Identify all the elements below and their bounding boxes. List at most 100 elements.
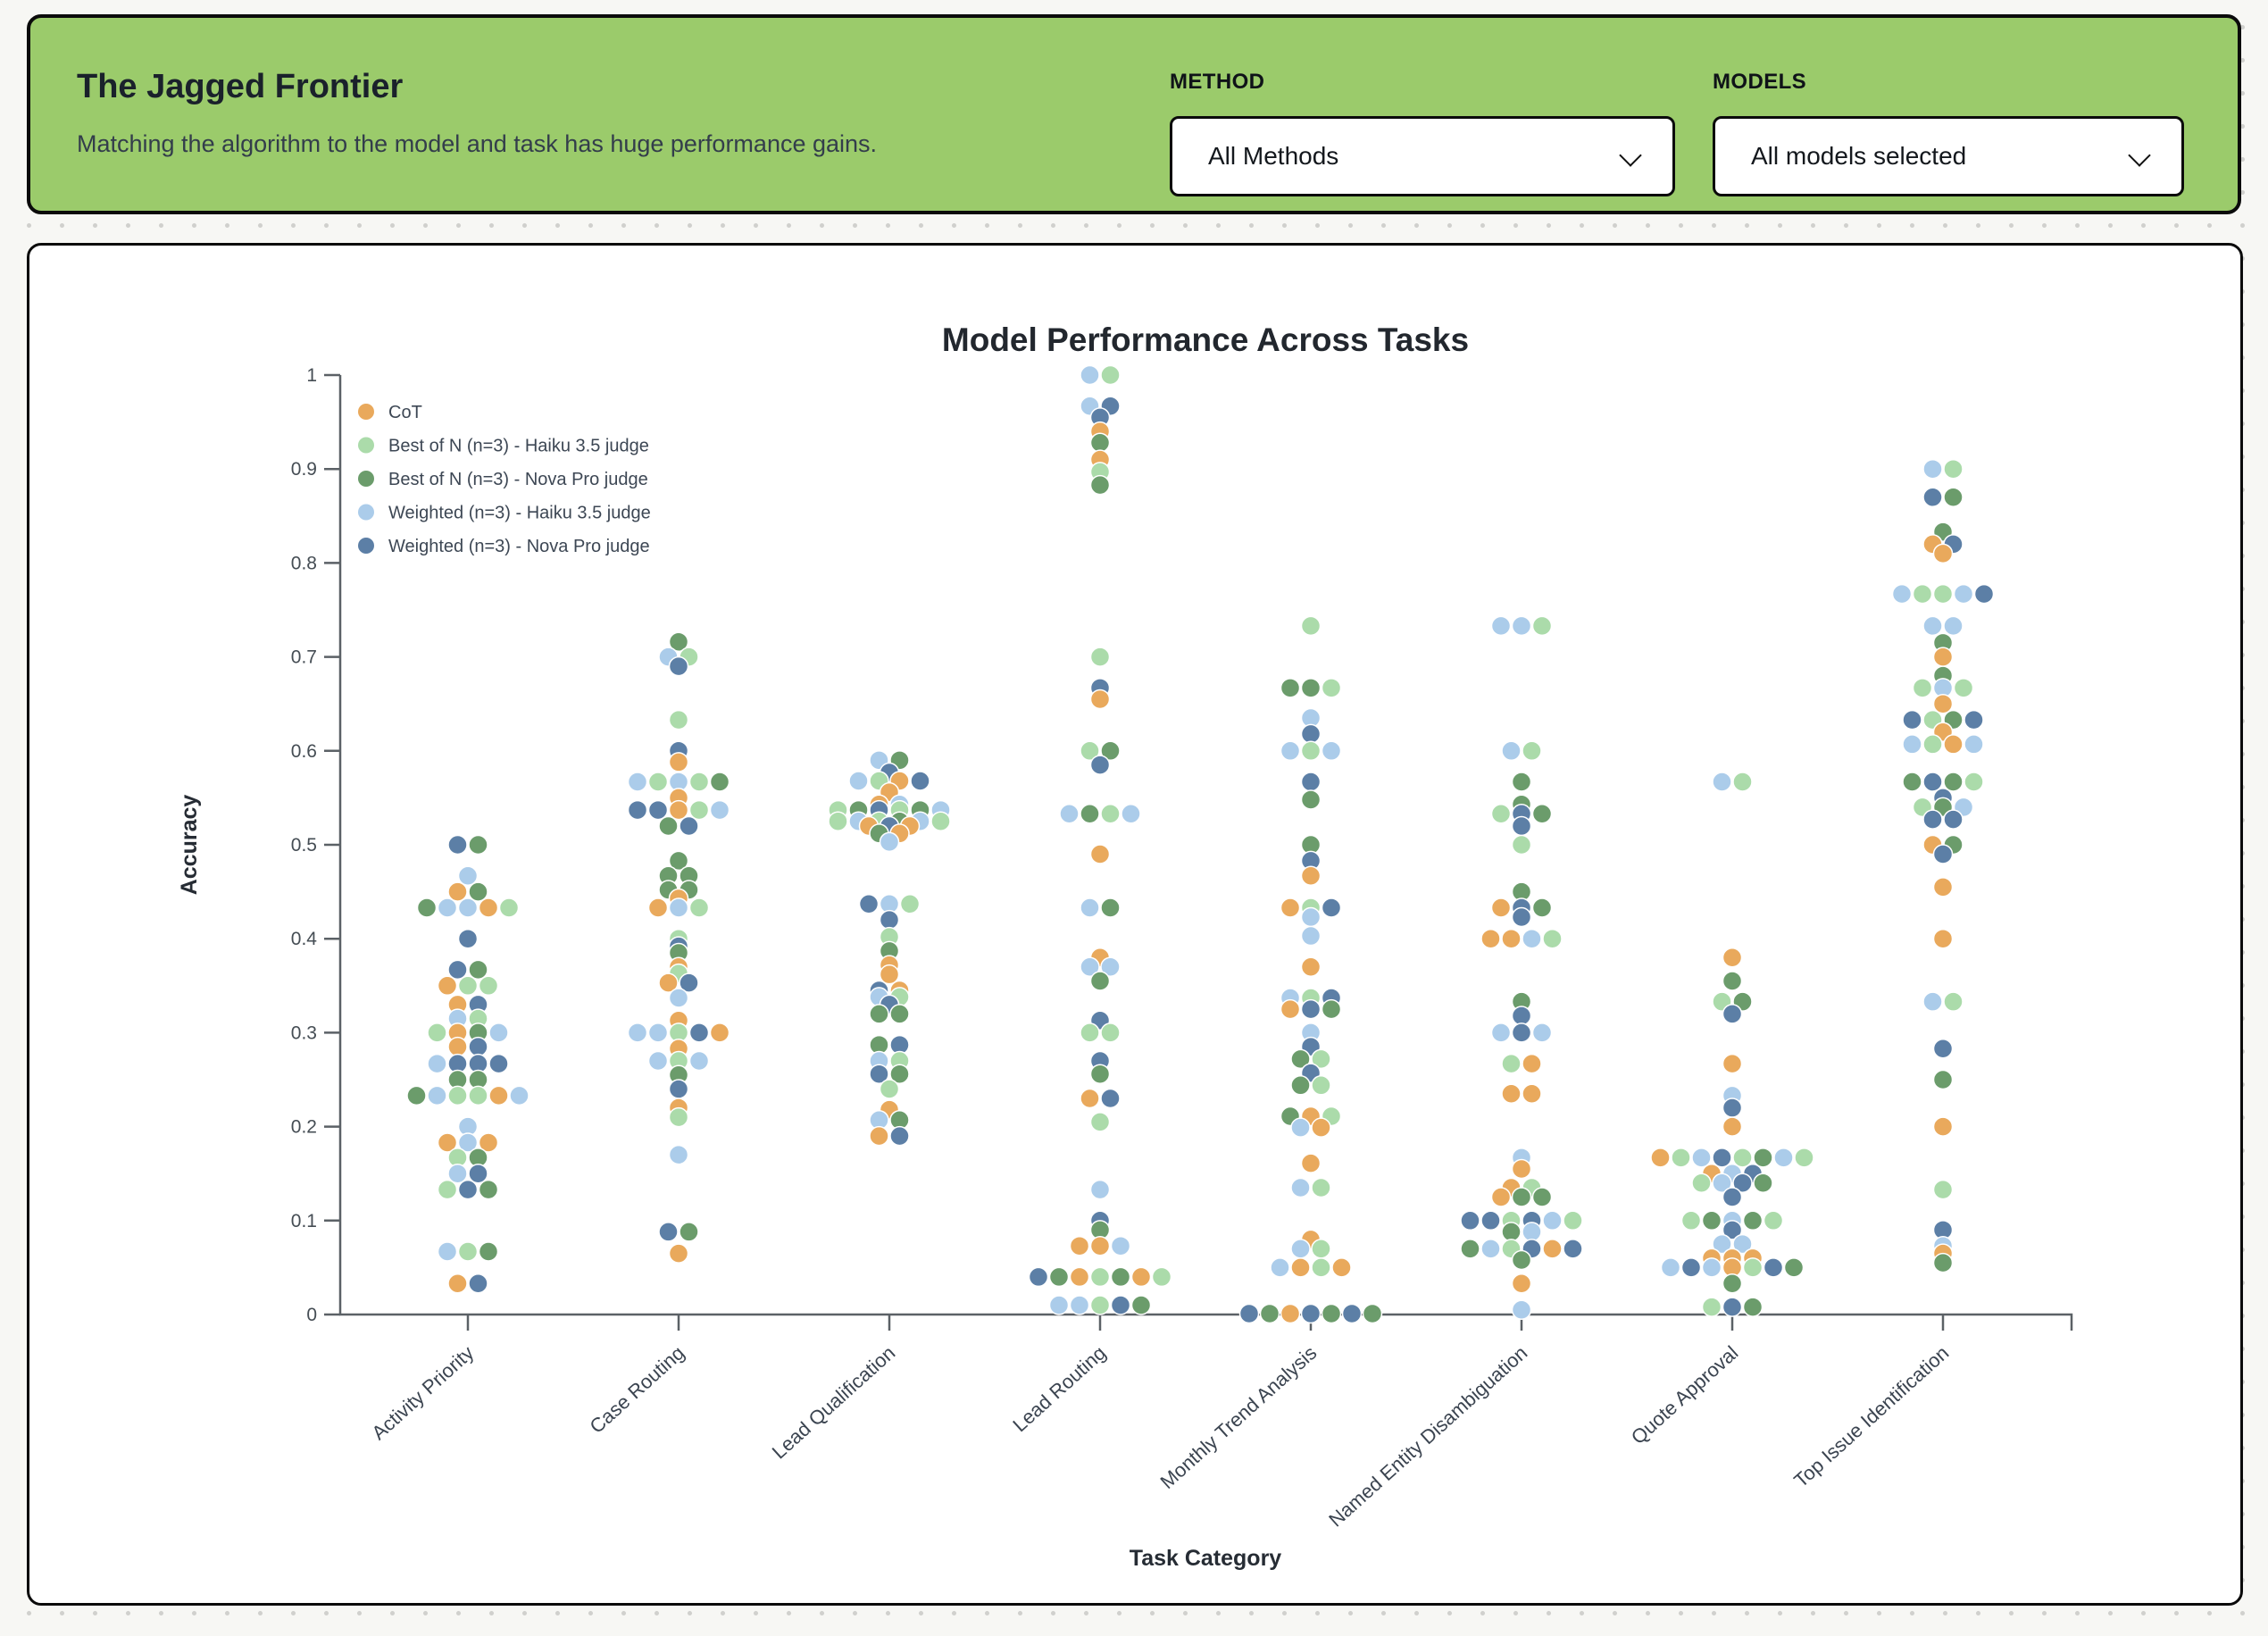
data-point bbox=[1501, 1222, 1522, 1242]
data-point bbox=[1932, 1069, 1954, 1090]
data-point bbox=[1943, 458, 1964, 480]
data-point bbox=[1531, 1022, 1553, 1043]
data-point bbox=[1362, 1303, 1383, 1324]
data-point bbox=[647, 1050, 669, 1072]
data-point bbox=[688, 897, 710, 918]
data-point bbox=[1932, 647, 1954, 667]
data-point bbox=[488, 1053, 509, 1074]
data-point bbox=[1341, 1303, 1363, 1324]
data-point bbox=[1563, 1210, 1583, 1231]
legend-item: Best of N (n=3) - Nova Pro judge bbox=[358, 470, 648, 489]
data-point bbox=[457, 1179, 479, 1200]
data-point bbox=[1722, 1273, 1743, 1294]
models-label: MODELS bbox=[1713, 70, 1807, 94]
data-point bbox=[879, 1079, 900, 1099]
data-point bbox=[437, 897, 458, 918]
data-point bbox=[1753, 1148, 1773, 1168]
data-point bbox=[1100, 897, 1121, 918]
y-tick-label: 0.1 bbox=[291, 1211, 317, 1231]
data-point bbox=[627, 1022, 648, 1043]
data-point bbox=[1794, 1148, 1814, 1168]
data-point bbox=[1522, 928, 1542, 949]
data-point bbox=[858, 894, 880, 914]
data-point bbox=[1722, 1098, 1743, 1118]
data-point bbox=[1300, 772, 1322, 792]
data-point bbox=[647, 799, 669, 821]
data-point bbox=[668, 709, 689, 730]
data-point bbox=[1932, 1179, 1954, 1200]
legend-swatch-icon bbox=[358, 404, 374, 420]
data-point bbox=[1490, 1022, 1512, 1043]
data-point bbox=[869, 1125, 889, 1147]
data-point bbox=[1932, 1116, 1954, 1137]
data-point bbox=[1922, 772, 1943, 792]
data-point bbox=[427, 1022, 447, 1043]
data-point bbox=[1742, 1210, 1764, 1231]
data-point bbox=[1783, 1257, 1805, 1278]
data-point bbox=[679, 1222, 699, 1242]
data-point bbox=[406, 1085, 427, 1106]
data-point bbox=[1932, 877, 1954, 897]
models-select[interactable]: All models selected bbox=[1713, 116, 2184, 196]
method-select[interactable]: All Methods bbox=[1170, 116, 1675, 196]
data-point bbox=[416, 897, 438, 918]
data-point bbox=[1089, 844, 1111, 864]
data-point bbox=[688, 1022, 710, 1043]
data-point bbox=[478, 897, 499, 918]
x-category-label: Monthly Trend Analysis bbox=[1155, 1341, 1321, 1493]
chart-panel: Model Performance Across Tasks 0 0.1 0.2 0.3… bbox=[27, 243, 2243, 1606]
legend-label: Best of N (n=3) - Haiku 3.5 judge bbox=[388, 437, 649, 456]
data-point bbox=[1089, 432, 1111, 453]
data-point bbox=[478, 1132, 499, 1153]
data-point bbox=[1110, 1295, 1131, 1315]
data-point bbox=[1712, 1233, 1732, 1255]
data-point bbox=[1080, 897, 1100, 918]
data-point bbox=[1922, 458, 1943, 480]
data-point bbox=[1089, 689, 1111, 710]
data-point bbox=[1563, 1239, 1583, 1259]
data-point bbox=[668, 655, 689, 677]
y-tick-label: 0 bbox=[306, 1305, 317, 1325]
data-point bbox=[437, 1179, 458, 1200]
data-point bbox=[1290, 1117, 1311, 1138]
data-point bbox=[1973, 583, 1995, 605]
data-point bbox=[627, 772, 648, 792]
data-point bbox=[1300, 1303, 1322, 1324]
data-point bbox=[1100, 740, 1121, 762]
data-point bbox=[1238, 1303, 1260, 1324]
data-point bbox=[1511, 1022, 1532, 1043]
data-point bbox=[647, 1022, 669, 1043]
data-point bbox=[1280, 897, 1301, 918]
data-point bbox=[1311, 1239, 1331, 1259]
data-point bbox=[1080, 1022, 1100, 1043]
data-point bbox=[468, 881, 488, 902]
data-point bbox=[1300, 998, 1322, 1020]
y-tick-label: 0.2 bbox=[291, 1117, 317, 1138]
x-axis-label: Task Category bbox=[1130, 1546, 1282, 1571]
data-point bbox=[627, 799, 648, 821]
data-point bbox=[658, 972, 679, 993]
legend-swatch-icon bbox=[358, 538, 374, 554]
data-point bbox=[1650, 1148, 1671, 1168]
data-point bbox=[1964, 772, 1984, 792]
data-point bbox=[1069, 1235, 1090, 1256]
data-point bbox=[1290, 1257, 1311, 1278]
data-point bbox=[1130, 1295, 1152, 1315]
data-point bbox=[1080, 804, 1100, 824]
data-point bbox=[1151, 1266, 1172, 1288]
data-point bbox=[478, 1179, 499, 1200]
y-tick-label: 0.9 bbox=[291, 459, 317, 480]
data-point bbox=[848, 771, 869, 791]
data-point bbox=[457, 1132, 479, 1153]
data-point bbox=[889, 1064, 910, 1084]
data-point bbox=[1732, 1233, 1753, 1255]
data-point bbox=[647, 772, 669, 792]
page-title: The Jagged Frontier bbox=[77, 68, 404, 105]
method-label: METHOD bbox=[1170, 70, 1265, 94]
data-point bbox=[1722, 1116, 1743, 1137]
data-point bbox=[1028, 1266, 1049, 1288]
data-point bbox=[1542, 1239, 1563, 1259]
data-point bbox=[679, 972, 699, 993]
data-point bbox=[1069, 1266, 1090, 1288]
x-category-label: Quote Approval bbox=[1627, 1341, 1742, 1448]
